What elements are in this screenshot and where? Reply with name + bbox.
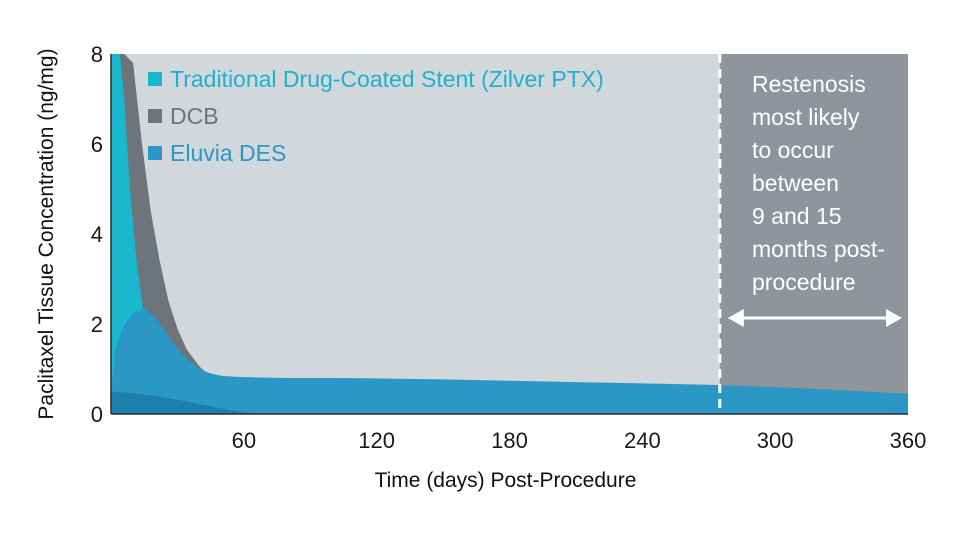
restenosis-note-line-2: most likely: [752, 104, 860, 130]
arrow-head-right: [886, 309, 902, 327]
x-tick-label-240: 240: [624, 428, 661, 453]
x-tick-label-120: 120: [358, 428, 395, 453]
series-area-dcb: [111, 54, 322, 414]
legend-label-dcb: DCB: [170, 103, 219, 129]
legend-swatch-dcb: [148, 109, 162, 123]
legend-label-eluvia-des: Eluvia DES: [170, 140, 286, 166]
restenosis-note-line-6: months post-: [752, 236, 885, 262]
legend-swatch-traditional-drug-coated-stent-zilver-ptx: [148, 72, 162, 86]
y-tick-label-6: 6: [91, 132, 103, 157]
x-tick-label-60: 60: [232, 428, 256, 453]
restenosis-note-line-3: to occur: [752, 137, 834, 163]
y-tick-label-8: 8: [91, 42, 103, 67]
y-axis-title: Paclitaxel Tissue Concentration (ng/mg): [35, 48, 58, 419]
axes: 0 2 4 6 8 60 120 180 240 300 360: [91, 42, 927, 453]
x-tick-label-180: 180: [491, 428, 528, 453]
legend-swatch-eluvia-des: [148, 146, 162, 160]
y-tick-label-2: 2: [91, 312, 103, 337]
restenosis-note-line-4: between: [752, 170, 839, 196]
legend-label-traditional-drug-coated-stent-zilver-ptx: Traditional Drug-Coated Stent (Zilver PT…: [170, 66, 604, 92]
x-tick-label-360: 360: [890, 428, 927, 453]
y-tick-label-4: 4: [91, 222, 103, 247]
y-tick-label-0: 0: [91, 402, 103, 427]
x-axis-title: Time (days) Post-Procedure: [375, 469, 637, 492]
arrow-head-left: [727, 309, 744, 327]
restenosis-note-line-1: Restenosis: [752, 71, 866, 97]
restenosis-note: Restenosis most likely to occur between 9 an…: [727, 71, 902, 327]
legend: Traditional Drug-Coated Stent (Zilver PT…: [148, 66, 604, 166]
series-area-shade-3: [111, 391, 255, 414]
series-area-eluvia-des: [111, 308, 908, 414]
restenosis-region: [719, 54, 908, 414]
restenosis-note-line-5: 9 and 15: [752, 203, 842, 229]
x-tick-label-300: 300: [757, 428, 794, 453]
plot-area: [111, 54, 908, 414]
restenosis-note-line-7: procedure: [752, 269, 856, 295]
